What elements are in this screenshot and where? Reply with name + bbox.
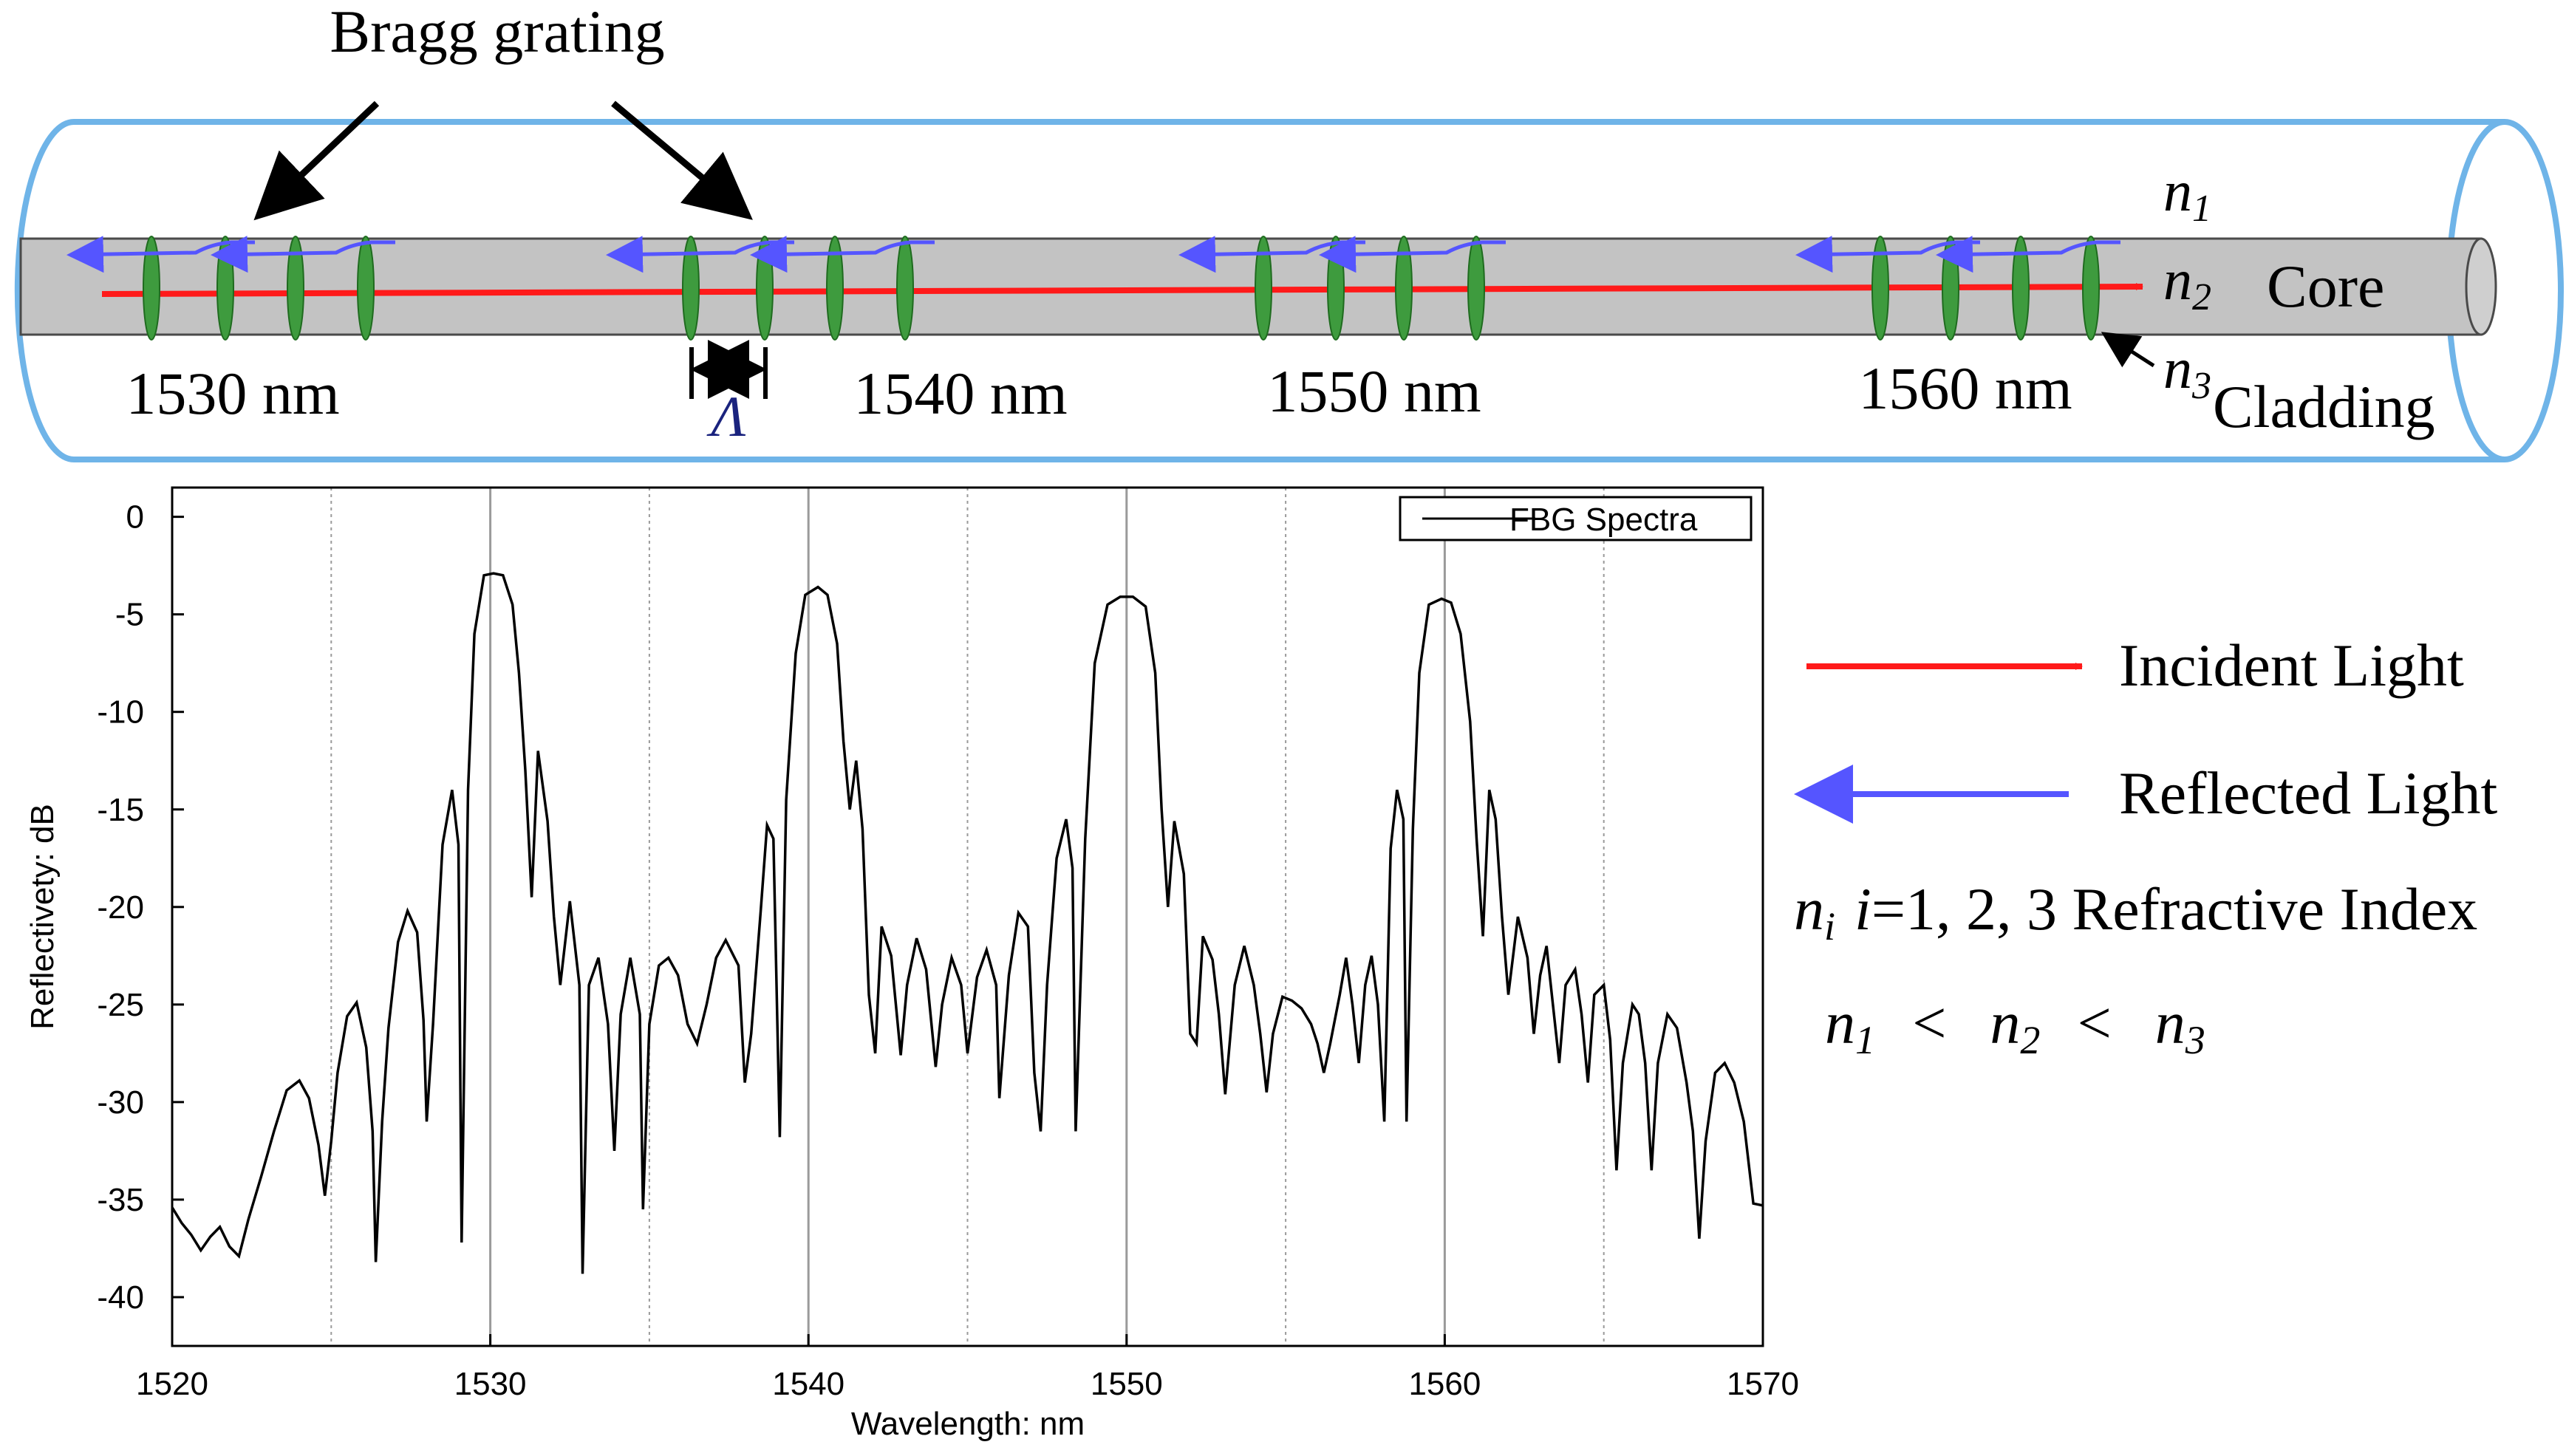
x-tick-label-1540: 1540 — [772, 1366, 844, 1402]
x-axis-ticks: 1520 1530 1540 1550 1560 1570 — [136, 1334, 1799, 1402]
incident-light-label: Incident Light — [2119, 632, 2464, 699]
fbg-spectrum-chart: 1520 1530 1540 1550 1560 1570 0 -5 -10 -15 -20 -25… — [24, 486, 1799, 1442]
cladding-tube — [14, 119, 2505, 462]
x-tick-label-1550: 1550 — [1091, 1366, 1163, 1402]
y-axis-ticks: 0 -5 -10 -15 -20 -25 -30 -35 -40 — [97, 499, 184, 1316]
grating-line-3-0 — [1871, 236, 1889, 341]
incident-light-arrow — [101, 283, 2143, 297]
grating-line-0-3 — [357, 236, 375, 341]
chart-legend: FBG Spectra — [1399, 496, 1753, 541]
chart-legend-label: FBG Spectra — [1509, 502, 1698, 538]
y-tick-label--30: -30 — [97, 1084, 144, 1121]
n1-label: n1 — [2163, 159, 2211, 230]
y-tick-label--20: -20 — [97, 889, 144, 926]
plot-frame — [171, 486, 1764, 1347]
grating-line-0-1 — [216, 236, 234, 341]
core-label: Core — [2267, 253, 2384, 320]
grating-line-1-1 — [756, 236, 774, 341]
grating-line-2-0 — [1255, 236, 1272, 341]
fiber-diagram: Bragg grating Λ 1530 nm 1540 nm 1550 nm … — [14, 0, 2564, 462]
y-tick-label-0: 0 — [126, 499, 144, 536]
grating-line-3-1 — [1942, 236, 1959, 341]
reflected-arrow-0-1 — [211, 236, 395, 273]
x-tick-label-1560: 1560 — [1408, 1366, 1481, 1402]
group-label-1550: 1550 nm — [1267, 358, 1481, 425]
cladding-label: Cladding — [2213, 373, 2435, 440]
n3-label: n3 — [2163, 336, 2211, 407]
grating-line-2-2 — [1395, 236, 1413, 341]
x-tick-label-1530: 1530 — [454, 1366, 527, 1402]
grating-line-1-3 — [896, 236, 914, 341]
grating-line-2-1 — [1327, 236, 1345, 341]
group-label-1540: 1540 nm — [853, 360, 1067, 427]
grating-line-1-2 — [826, 236, 844, 341]
reflected-arrow-2-1 — [1319, 236, 1506, 273]
refractive-index-line: ni i=1, 2, 3 Refractive Index — [1794, 875, 2477, 949]
x-tick-label-1520: 1520 — [136, 1366, 208, 1402]
y-tick-label--40: -40 — [97, 1279, 144, 1316]
reflected-light-arrows — [66, 236, 2120, 273]
grating-line-3-2 — [2012, 236, 2030, 341]
diagram-legend: Incident Light Reflected Light ni i=1, 2,… — [1794, 632, 2498, 1062]
group-label-1560: 1560 nm — [1858, 355, 2072, 422]
spectrum-line — [172, 572, 1763, 1274]
bragg-pointer-left — [253, 100, 380, 221]
grating-line-0-2 — [287, 236, 304, 341]
grating-line-3-3 — [2082, 236, 2100, 341]
n3-pointer — [2101, 332, 2155, 368]
bragg-pointer-right — [611, 100, 753, 220]
y-tick-label--25: -25 — [97, 987, 144, 1023]
reflected-light-label: Reflected Light — [2119, 759, 2498, 827]
index-inequality: n1 < n2 < n3 — [1825, 989, 2205, 1062]
reflected-arrow-3-1 — [1936, 236, 2120, 273]
n2-label: n2 — [2163, 247, 2211, 318]
y-tick-label--15: -15 — [97, 792, 144, 828]
core-end — [2465, 237, 2497, 336]
period-symbol: Λ — [706, 384, 745, 448]
y-tick-label--5: -5 — [115, 597, 144, 633]
bragg-grating-label: Bragg grating — [330, 0, 664, 65]
y-tick-label--35: -35 — [97, 1182, 144, 1218]
grating-line-0-0 — [143, 236, 160, 341]
x-axis-label: Wavelength: nm — [851, 1406, 1085, 1442]
group-label-1530: 1530 nm — [126, 360, 339, 427]
grating-line-2-3 — [1467, 236, 1485, 341]
chart-gridlines — [330, 488, 1605, 1346]
y-tick-label--10: -10 — [97, 694, 144, 731]
x-tick-label-1570: 1570 — [1727, 1366, 1799, 1402]
y-axis-label: Reflectivety: dB — [24, 804, 61, 1030]
reflected-arrow-1-1 — [750, 236, 935, 273]
